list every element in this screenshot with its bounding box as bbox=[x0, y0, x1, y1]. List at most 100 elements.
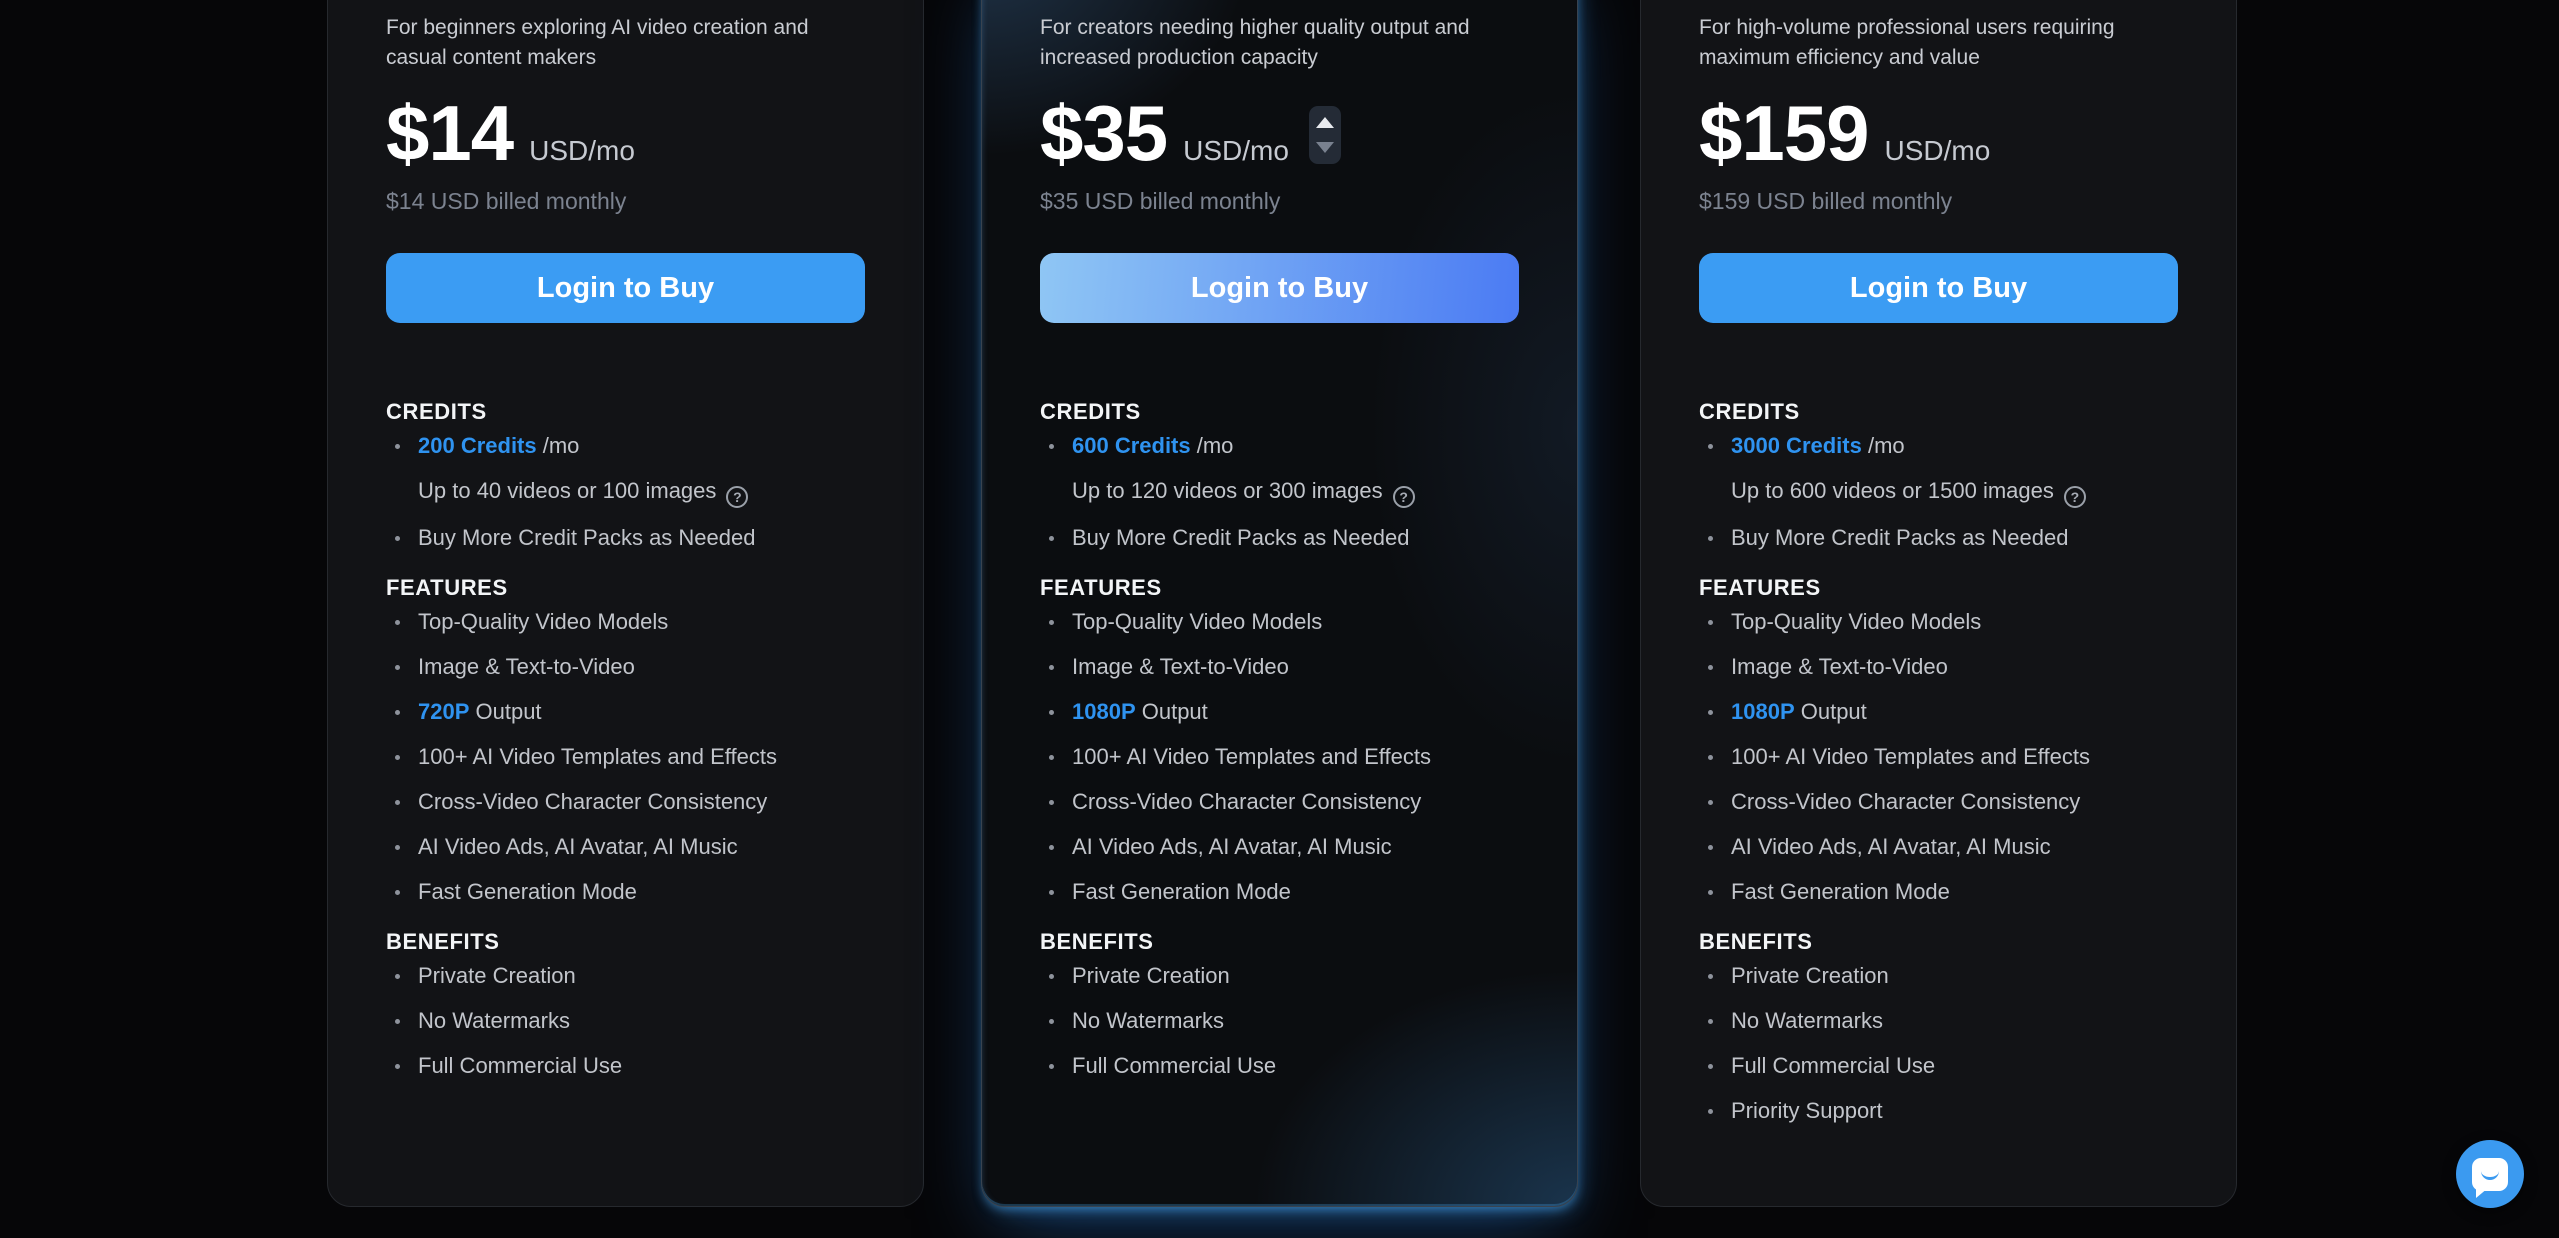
list-item: AI Video Ads, AI Avatar, AI Music bbox=[1040, 832, 1519, 862]
item-text: Full Commercial Use bbox=[1731, 1053, 1936, 1078]
item-text: Image & Text-to-Video bbox=[1731, 654, 1948, 679]
login-to-buy-button[interactable]: Login to Buy bbox=[386, 253, 865, 323]
plan-price: $159 bbox=[1699, 89, 1870, 177]
plan-price: $35 bbox=[1040, 89, 1168, 177]
section-title: FEATURES bbox=[1040, 575, 1162, 600]
accent-text: 1080P bbox=[1072, 699, 1136, 724]
list-item: Cross-Video Character Consistency bbox=[386, 787, 865, 817]
section-title: BENEFITS bbox=[386, 929, 500, 954]
help-icon[interactable]: ? bbox=[2063, 486, 2086, 508]
list-item: Image & Text-to-Video bbox=[386, 652, 865, 682]
section-title: CREDITS bbox=[1699, 399, 1800, 424]
item-text: Output bbox=[1135, 699, 1208, 724]
list-item: No Watermarks bbox=[386, 1006, 865, 1036]
item-text: No Watermarks bbox=[418, 1008, 570, 1033]
section-features: FEATURES Top-Quality Video Models Image & … bbox=[1040, 575, 1519, 907]
billing-note: $14 USD billed monthly bbox=[386, 188, 627, 214]
item-text: Fast Generation Mode bbox=[1072, 879, 1291, 904]
chat-smile-icon bbox=[2481, 1171, 2499, 1180]
stepper-down-icon[interactable] bbox=[1315, 142, 1334, 153]
item-text: 100+ AI Video Templates and Effects bbox=[1731, 744, 2090, 769]
list-item: Buy More Credit Packs as Needed bbox=[1699, 523, 2178, 553]
list-item: Private Creation bbox=[1699, 961, 2178, 991]
item-text: /mo bbox=[1190, 433, 1234, 458]
list-item: No Watermarks bbox=[1699, 1006, 2178, 1036]
list-item: Cross-Video Character Consistency bbox=[1040, 787, 1519, 817]
list-item: 100+ AI Video Templates and Effects bbox=[1699, 742, 2178, 772]
list-item: 1080P Output bbox=[1699, 697, 2178, 727]
item-text: Private Creation bbox=[1731, 963, 1889, 988]
list-item: Full Commercial Use bbox=[1699, 1051, 2178, 1081]
plan-description: For high-volume professional users requi… bbox=[1699, 16, 2115, 69]
accent-text: 600 Credits bbox=[1072, 433, 1191, 458]
help-icon[interactable]: ? bbox=[1392, 486, 1415, 508]
item-text: AI Video Ads, AI Avatar, AI Music bbox=[1072, 834, 1392, 859]
section-items: Top-Quality Video Models Image & Text-to-… bbox=[386, 607, 865, 907]
section-title: BENEFITS bbox=[1699, 929, 1813, 954]
billing-note: $35 USD billed monthly bbox=[1040, 188, 1281, 214]
list-item: Image & Text-to-Video bbox=[1040, 652, 1519, 682]
section-items: Top-Quality Video Models Image & Text-to-… bbox=[1040, 607, 1519, 907]
item-text: /mo bbox=[1861, 433, 1905, 458]
list-item: Cross-Video Character Consistency bbox=[1699, 787, 2178, 817]
section-features: FEATURES Top-Quality Video Models Image & … bbox=[386, 575, 865, 907]
section-benefits: BENEFITS Private Creation No Watermarks Ful… bbox=[386, 929, 865, 1081]
item-text: Full Commercial Use bbox=[418, 1053, 623, 1078]
plan-price-unit: USD/mo bbox=[529, 135, 635, 166]
section-benefits: BENEFITS Private Creation No Watermarks Ful… bbox=[1699, 929, 2178, 1126]
login-to-buy-button[interactable]: Login to Buy bbox=[1699, 253, 2178, 323]
plan-price-unit: USD/mo bbox=[1884, 135, 1991, 166]
plan-price: $14 bbox=[386, 89, 514, 177]
section-items: 200 Credits /mo Up to 40 videos or 100 im… bbox=[386, 431, 865, 553]
list-item: Top-Quality Video Models bbox=[1699, 607, 2178, 637]
accent-text: 1080P bbox=[1731, 699, 1795, 724]
list-item: Full Commercial Use bbox=[1040, 1051, 1519, 1081]
section-title: CREDITS bbox=[386, 399, 487, 424]
item-text: Top-Quality Video Models bbox=[1731, 609, 1982, 634]
list-item: Top-Quality Video Models bbox=[1040, 607, 1519, 637]
section-title: BENEFITS bbox=[1040, 929, 1154, 954]
section-credits: CREDITS 600 Credits /mo Up to 120 videos o… bbox=[1040, 399, 1519, 553]
item-text: Up to 600 videos or 1500 images bbox=[1731, 478, 2054, 503]
section-credits: CREDITS 3000 Credits /mo Up to 600 videos … bbox=[1699, 399, 2178, 553]
accent-text: 200 Credits bbox=[418, 433, 537, 458]
item-text: AI Video Ads, AI Avatar, AI Music bbox=[418, 834, 738, 859]
pricing-card-ultimate: For high-volume professional users requi… bbox=[1640, 0, 2237, 1207]
item-text: AI Video Ads, AI Avatar, AI Music bbox=[1731, 834, 2051, 859]
list-item: Buy More Credit Packs as Needed bbox=[386, 523, 865, 553]
plan-description: For beginners exploring AI video creatio… bbox=[386, 16, 809, 69]
list-item: Fast Generation Mode bbox=[1699, 877, 2178, 907]
chat-launcher-button[interactable] bbox=[2456, 1140, 2524, 1208]
section-title: CREDITS bbox=[1040, 399, 1141, 424]
list-item: AI Video Ads, AI Avatar, AI Music bbox=[1699, 832, 2178, 862]
pricing-card-basic: For beginners exploring AI video creatio… bbox=[327, 0, 924, 1207]
item-text: Fast Generation Mode bbox=[1731, 879, 1950, 904]
list-item: 200 Credits /mo bbox=[386, 431, 865, 461]
item-text: Output bbox=[1794, 699, 1867, 724]
chat-bubble-icon bbox=[2472, 1157, 2508, 1198]
item-text: No Watermarks bbox=[1072, 1008, 1224, 1033]
list-item: Full Commercial Use bbox=[386, 1051, 865, 1081]
section-benefits: BENEFITS Private Creation No Watermarks Ful… bbox=[1040, 929, 1519, 1081]
item-text: Fast Generation Mode bbox=[418, 879, 637, 904]
list-item: Up to 120 videos or 300 images? bbox=[1040, 476, 1519, 508]
plan-sections: CREDITS 3000 Credits /mo Up to 600 videos … bbox=[1699, 399, 2178, 1126]
item-text: Cross-Video Character Consistency bbox=[418, 789, 768, 814]
item-text: /mo bbox=[536, 433, 580, 458]
accent-text: 720P bbox=[418, 699, 470, 724]
price-stepper[interactable] bbox=[1308, 106, 1341, 164]
login-to-buy-button[interactable]: Login to Buy bbox=[1040, 253, 1519, 323]
list-item: Up to 40 videos or 100 images? bbox=[386, 476, 865, 508]
list-item: Buy More Credit Packs as Needed bbox=[1040, 523, 1519, 553]
list-item: 100+ AI Video Templates and Effects bbox=[1040, 742, 1519, 772]
section-items: 3000 Credits /mo Up to 600 videos or 1500… bbox=[1699, 431, 2178, 553]
list-item: Top-Quality Video Models bbox=[386, 607, 865, 637]
section-features: FEATURES Top-Quality Video Models Image & … bbox=[1699, 575, 2178, 907]
item-text: Image & Text-to-Video bbox=[1072, 654, 1289, 679]
item-text: Top-Quality Video Models bbox=[418, 609, 669, 634]
help-icon[interactable]: ? bbox=[726, 486, 749, 508]
list-item: 100+ AI Video Templates and Effects bbox=[386, 742, 865, 772]
stepper-up-icon[interactable] bbox=[1315, 117, 1334, 128]
list-item: 720P Output bbox=[386, 697, 865, 727]
